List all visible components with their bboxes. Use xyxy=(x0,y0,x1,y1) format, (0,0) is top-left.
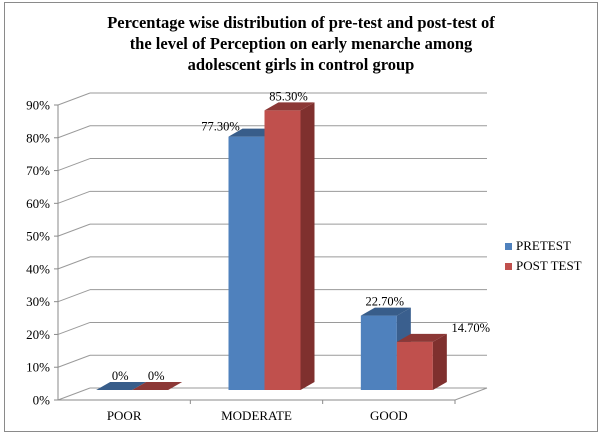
chart-title-line-1: Percentage wise distribution of pre-test… xyxy=(107,13,495,32)
bar-pretest-top xyxy=(360,307,411,316)
legend-item-pretest: PRETEST xyxy=(505,236,582,256)
legend-label-posttest: POST TEST xyxy=(516,258,582,273)
x-category-label: POOR xyxy=(107,408,142,423)
side-wall-line xyxy=(57,321,91,335)
bar-post-test-top xyxy=(396,333,447,342)
chart-title-line-2: the level of Perception on early menarch… xyxy=(129,34,473,53)
data-label: 85.30% xyxy=(269,89,308,103)
data-label: 77.30% xyxy=(201,120,240,134)
side-wall-line xyxy=(57,256,91,270)
chart-title: Percentage wise distribution of pre-test… xyxy=(0,12,602,75)
data-label: 14.70% xyxy=(452,321,491,335)
side-wall-line xyxy=(57,354,91,368)
side-wall-line xyxy=(57,125,91,139)
data-label: 0% xyxy=(112,369,129,383)
bar-pretest-front xyxy=(228,136,265,390)
side-wall-line xyxy=(57,223,91,237)
legend-swatch-pretest xyxy=(505,242,512,250)
x-category-label: GOOD xyxy=(370,408,408,423)
chart-legend: PRETEST POST TEST xyxy=(505,236,582,276)
side-wall-line xyxy=(57,387,91,401)
data-label: 22.70% xyxy=(366,295,405,309)
bar-post-test-zero xyxy=(132,382,183,390)
bar-pretest-front xyxy=(360,315,397,390)
y-tick-label: 90% xyxy=(26,98,50,113)
floor-right-edge xyxy=(454,387,488,401)
y-tick-label: 40% xyxy=(26,261,50,276)
y-tick-label: 60% xyxy=(26,196,50,211)
legend-swatch-posttest xyxy=(505,262,512,270)
bar-post-test-side xyxy=(300,102,315,391)
y-tick-label: 50% xyxy=(26,229,50,244)
bar-post-test-top xyxy=(264,102,315,111)
y-tick-label: 20% xyxy=(26,327,50,342)
y-tick-label: 30% xyxy=(26,294,50,309)
side-wall-line xyxy=(57,190,91,204)
bar-post-test-front xyxy=(264,110,301,391)
side-wall-line xyxy=(57,92,91,106)
y-tick-label: 0% xyxy=(33,393,51,408)
side-wall-line xyxy=(57,158,91,172)
y-tick-label: 70% xyxy=(26,163,50,178)
bar-pretest-zero xyxy=(96,382,147,390)
data-label: 0% xyxy=(148,369,165,383)
y-tick-label: 10% xyxy=(26,360,50,375)
x-category-label: MODERATE xyxy=(221,408,292,423)
y-tick-label: 80% xyxy=(26,130,50,145)
chart-title-line-3: adolescent girls in control group xyxy=(187,55,415,74)
bar-post-test-front xyxy=(396,341,433,390)
side-wall-line xyxy=(57,289,91,303)
legend-label-pretest: PRETEST xyxy=(516,238,571,253)
bar-post-test-side xyxy=(432,333,447,390)
legend-item-posttest: POST TEST xyxy=(505,256,582,276)
